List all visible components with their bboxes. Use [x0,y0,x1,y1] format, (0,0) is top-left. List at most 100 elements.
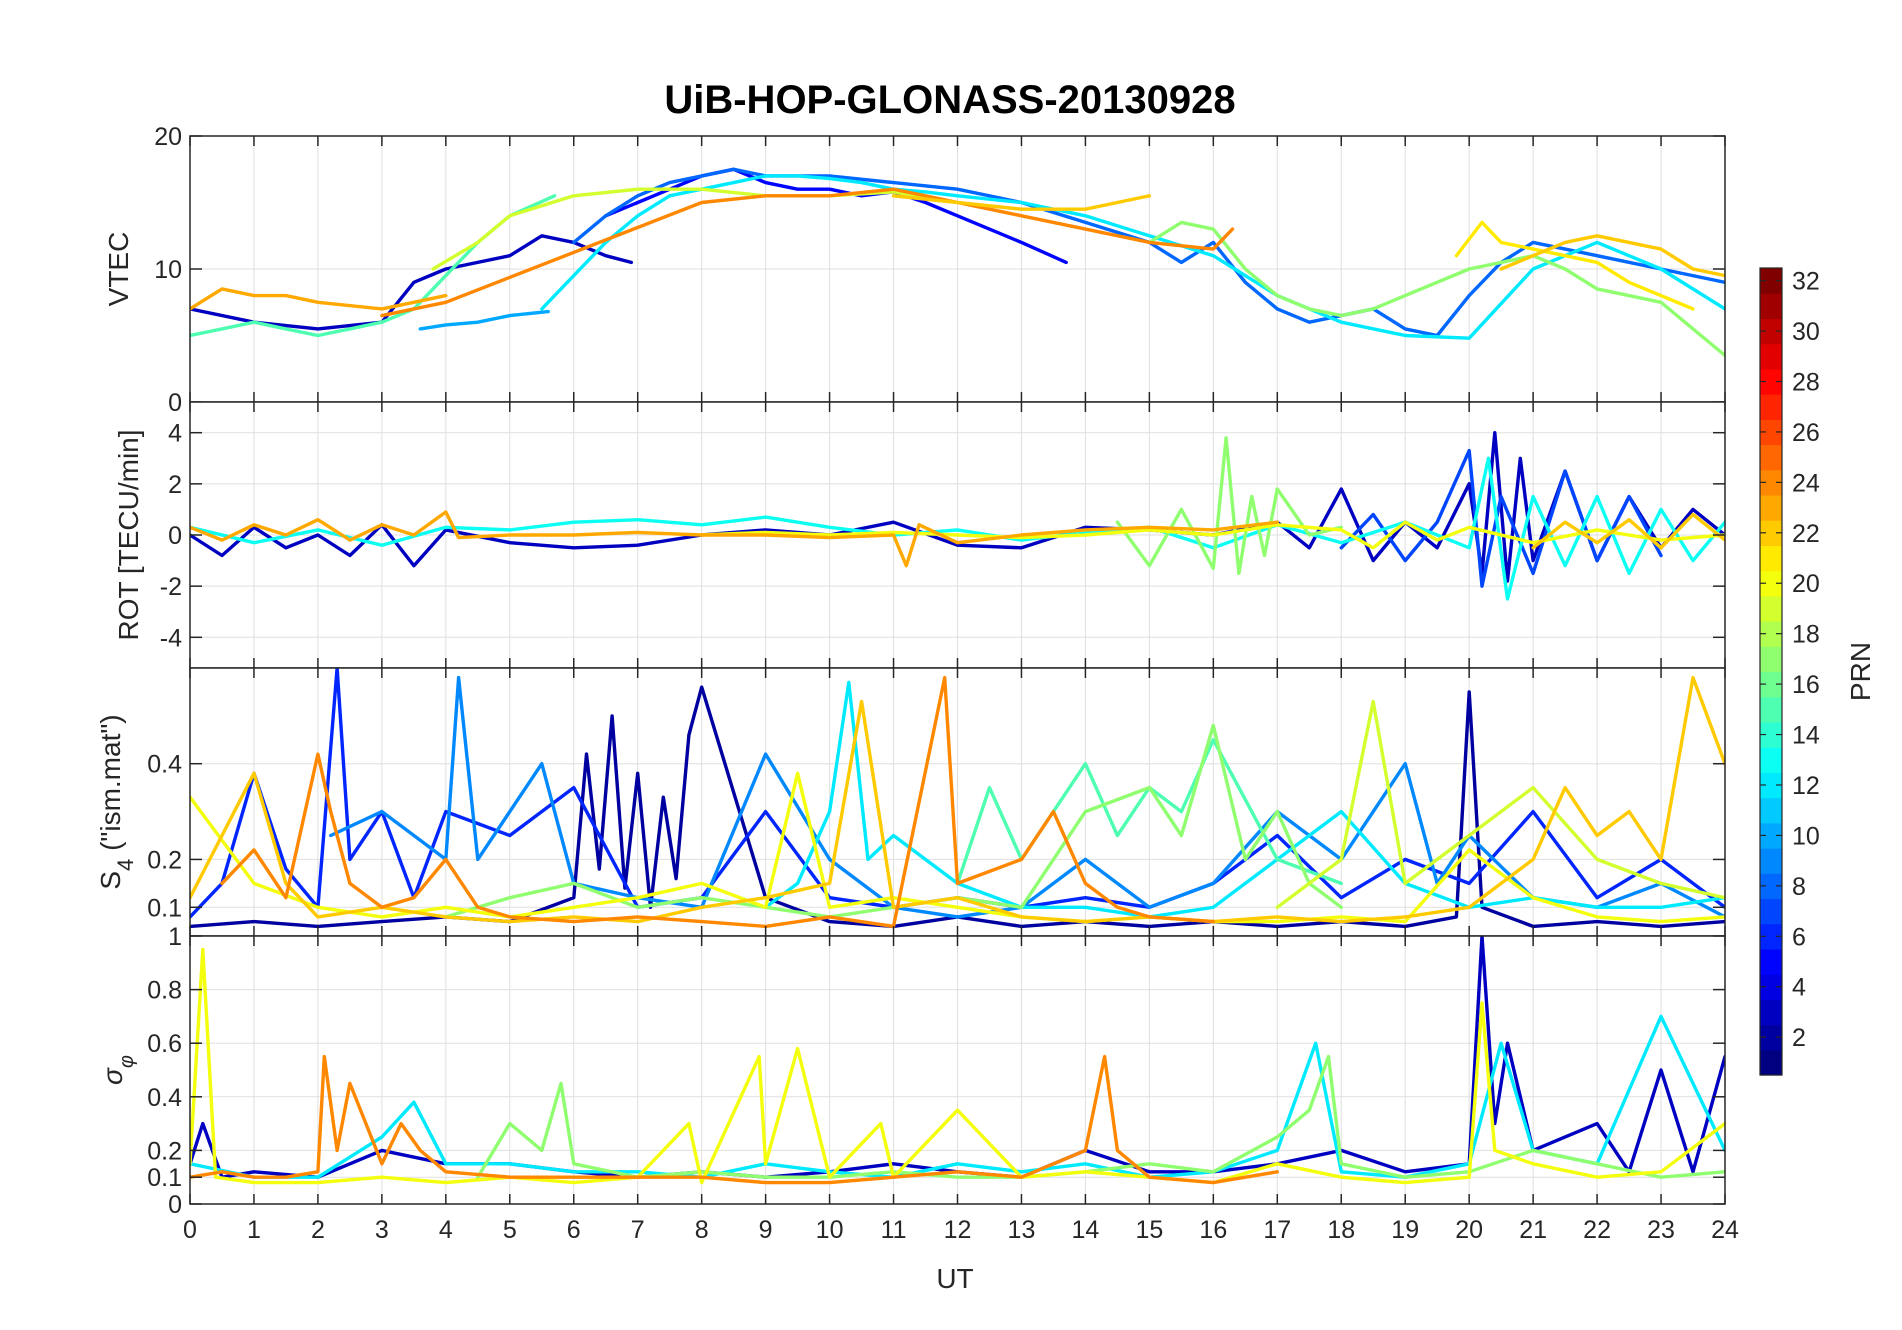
x-tick-label: 17 [1263,1216,1291,1244]
series-line-prn-10 [418,309,550,331]
x-tick-label: 1 [247,1216,261,1244]
colorbar-segment [1760,873,1782,900]
colorbar-segment [1760,721,1782,748]
x-tick-label: 12 [944,1216,972,1244]
colorbar-segment [1760,948,1782,975]
series-line-prn-20 [700,520,1725,550]
x-tick-label: 15 [1135,1216,1163,1244]
y-tick-label: 0.8 [147,977,182,1005]
y-tick-label: 1 [168,923,182,951]
series-line-prn-20 [190,947,1725,1185]
colorbar-segment [1760,1049,1782,1076]
colorbar-segment [1760,999,1782,1026]
y-tick-label: 2 [168,471,182,499]
colorbar-segment [1760,444,1782,471]
x-tick-label: 19 [1391,1216,1419,1244]
y-tick-label: 0 [168,1191,182,1219]
x-axis-label: UT [936,1263,973,1294]
chart-title: UiB-HOP-GLONASS-20130928 [664,78,1235,122]
colorbar-segment [1760,696,1782,723]
y-tick-label: 0.6 [147,1030,182,1058]
y-tick-label: 4 [168,420,182,448]
y-tick-label: -2 [160,573,182,601]
colorbar-tick-label: 8 [1792,873,1806,901]
series-line-prn-15 [955,738,1344,886]
series-line-prn-17 [444,723,1344,919]
panel-sigma_phi: 00.10.2 0.4 0.6 0.8 1 σφ [97,923,1726,1219]
colorbar-segment [1760,268,1782,294]
y-tick-label: 0.4 [147,751,182,779]
y-axis: 0 10 20 [154,123,1726,417]
y-axis: -4 -2 0 2 4 [160,402,1726,668]
x-tick-label: 9 [759,1216,773,1244]
y-axis: 0.1 0.2 0.4 [147,668,1726,936]
series-line-prn-24 [190,1054,1280,1185]
colorbar-tick-label: 10 [1792,822,1820,850]
x-tick-label: 8 [695,1216,709,1244]
colorbar-segment [1760,898,1782,925]
x-tick-label: 10 [816,1216,844,1244]
colorbar-segment [1760,923,1782,950]
colorbar-segment [1760,747,1782,773]
colorbar-segment [1760,848,1782,874]
x-tick-label: 5 [503,1216,517,1244]
y-tick-label: 0 [168,389,182,417]
panel-rot: -4 -2 0 2 4 ROT [TECU/min] [113,401,1726,669]
y-axis-label: VTEC [103,232,134,307]
series-line-prn-22 [1499,234,1725,278]
colorbar-tick-label: 24 [1792,469,1820,497]
colorbar-tick-label: 18 [1792,621,1820,649]
colorbar-segment [1760,570,1782,597]
colorbar-segment [1760,646,1782,673]
colorbar-segment [1760,797,1782,824]
y-axis: 00.10.2 0.4 0.6 0.8 1 [147,923,1726,1219]
colorbar-tick-label: 26 [1792,419,1820,447]
x-tick-label: 14 [1072,1216,1100,1244]
y-tick-label: 20 [154,123,182,151]
x-tick-label: 21 [1519,1216,1547,1244]
colorbar-segment [1760,394,1782,420]
colorbar-segment [1760,974,1782,1000]
panel-s4: 0.1 0.2 0.4 S4 ("ism.mat") [95,667,1726,937]
x-tick-label: 6 [567,1216,581,1244]
colorbar-segment [1760,520,1782,547]
series-line-prn-12 [190,1014,1725,1179]
series-line-prn-17 [1147,220,1725,358]
x-tick-label: 3 [375,1216,389,1244]
y-tick-label: 0.2 [147,846,182,874]
series-line-prn-23 [190,510,1280,568]
colorbar-segment [1760,368,1782,395]
x-tick-label: 18 [1327,1216,1355,1244]
colorbar-tick-label: 4 [1792,974,1806,1002]
series-line-prn-6 [190,668,1725,919]
colorbar-segment [1760,343,1782,370]
x-tick-label: 16 [1199,1216,1227,1244]
x-tick-label: 22 [1583,1216,1611,1244]
colorbar-segment [1760,545,1782,572]
y-tick-label: 0 [168,522,182,550]
x-tick-label: 13 [1008,1216,1036,1244]
colorbar-tick-label: 30 [1792,318,1820,346]
series-line-prn-12 [540,174,1725,340]
colorbar-segment [1760,419,1782,446]
x-tick-label: 2 [311,1216,325,1244]
series-line-prn-22 [891,194,1152,211]
colorbar-tick-label: 20 [1792,570,1820,598]
colorbar-segment [1760,318,1782,345]
colorbar-segment [1760,595,1782,622]
x-tick-label: 11 [881,1216,907,1244]
colorbar-tick-label: 28 [1792,368,1820,396]
colorbar-segment [1760,621,1782,647]
colorbar-tick-label: 2 [1792,1024,1806,1052]
colorbar-segment [1760,469,1782,496]
x-tick-label: 7 [631,1216,645,1244]
series-line-prn-5 [604,167,1068,265]
x-tick-label: 20 [1455,1216,1483,1244]
series-line-prn-24 [380,187,1235,318]
x-axis: 0 1 2 3 4 5 6 7 8 9 10 11 12 13 14 15 16 17 18 19 20 21 22 23 24 [183,1216,1739,1244]
colorbar-segment [1760,1024,1782,1051]
colorbar-label: PRN [1845,642,1876,701]
